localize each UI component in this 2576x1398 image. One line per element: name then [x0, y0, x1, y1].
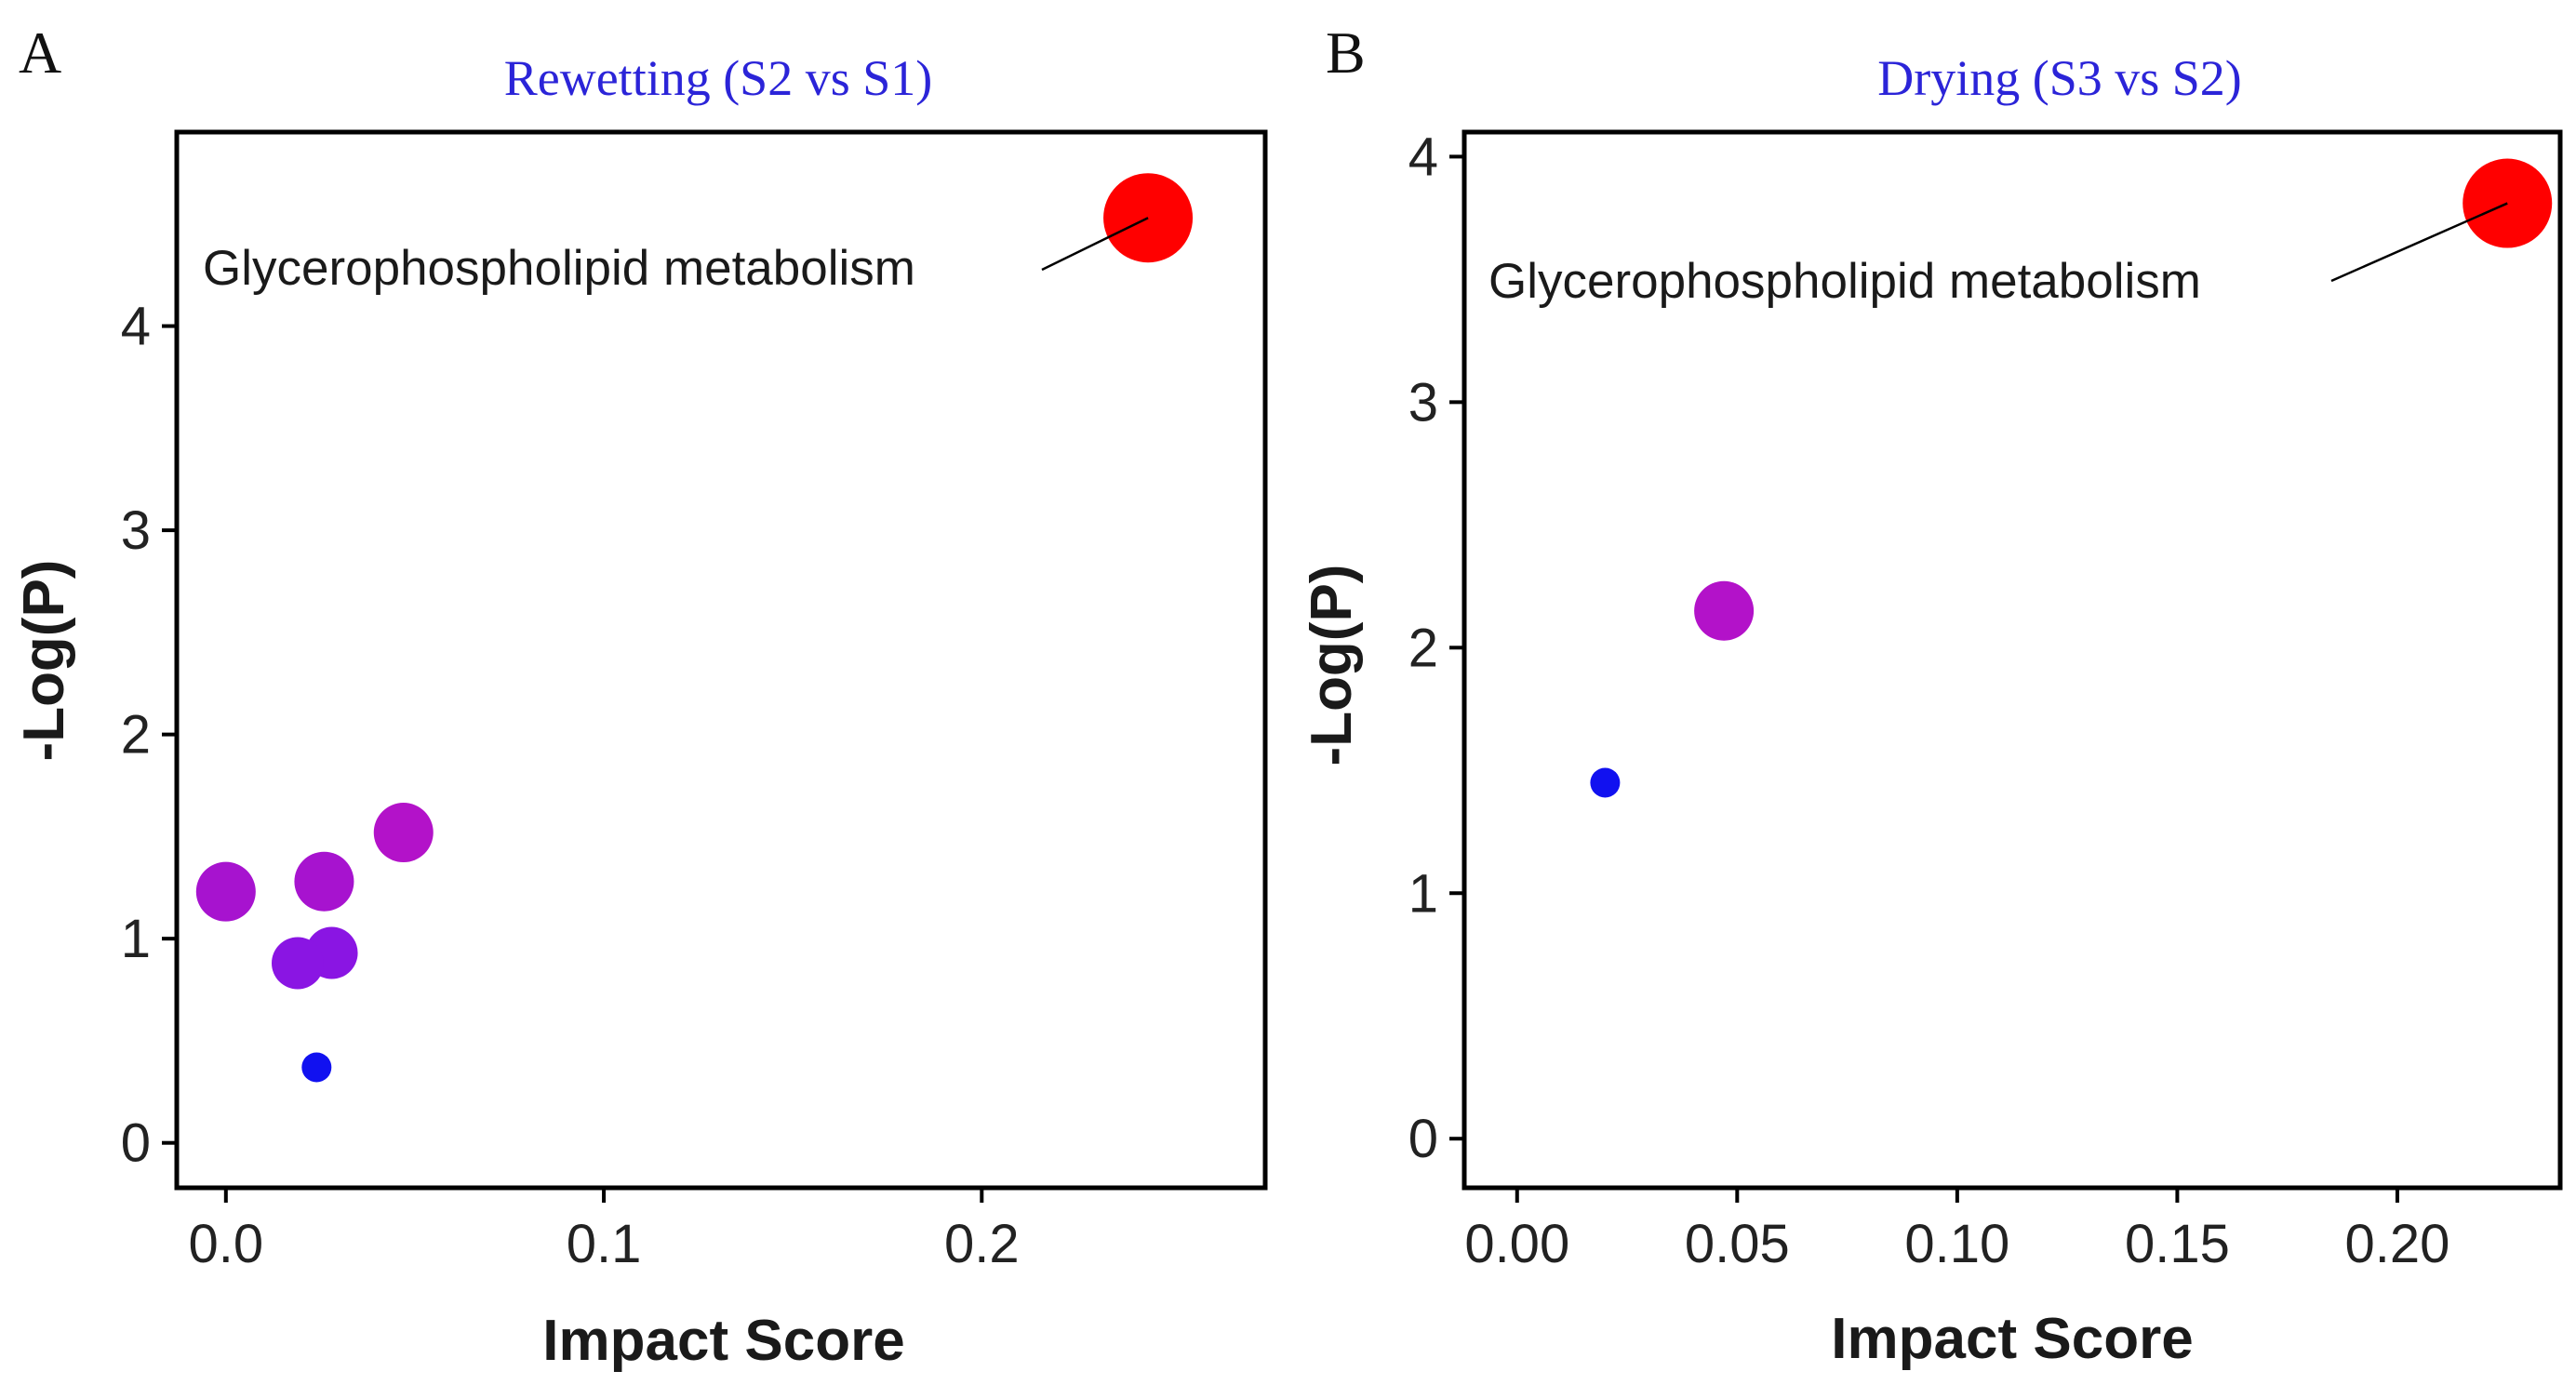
x-tick-label: 0.0 [188, 1214, 263, 1274]
panel-a-title: Rewetting (S2 vs S1) [504, 50, 933, 106]
panel-a-letter: A [19, 20, 61, 86]
panel-b-ticks [1449, 154, 2399, 1203]
panel-a-y-axis-title: -Log(P) [12, 560, 76, 762]
data-point [1103, 173, 1194, 263]
x-tick-label: 0.20 [2345, 1214, 2450, 1274]
y-tick-label: 2 [1408, 618, 1438, 678]
data-point [1590, 767, 1621, 798]
y-tick-label: 4 [1408, 126, 1438, 187]
x-tick-label: 0.05 [1685, 1214, 1790, 1274]
x-tick-label: 0.10 [1904, 1214, 2009, 1274]
y-tick-label: 1 [121, 909, 151, 969]
panel-b-tick-labels: 0.00 0.05 0.10 0.15 0.20 0 1 2 3 4 [1408, 126, 2450, 1274]
panel-a-ticks [162, 324, 984, 1203]
y-tick-label: 3 [121, 500, 151, 561]
data-point [1694, 580, 1755, 641]
panel-b-title: Drying (S3 vs S2) [1877, 50, 2242, 106]
panel-a-annotation: Glycerophospholipid metabolism [203, 241, 915, 296]
data-point [272, 937, 324, 990]
panel-a: A Rewetting (S2 vs S1) 0.0 0.1 0.2 0 1 2 3 4 Gl… [12, 20, 1268, 1373]
data-point [373, 803, 434, 863]
panel-b-letter: B [1326, 20, 1366, 86]
data-point [301, 1052, 332, 1083]
x-tick-label: 0.1 [567, 1214, 642, 1274]
panel-a-plot-frame [174, 129, 1268, 1191]
y-tick-label: 2 [121, 705, 151, 766]
panel-a-x-axis-title: Impact Score [542, 1309, 904, 1373]
panel-b-annotation: Glycerophospholipid metabolism [1488, 254, 2201, 309]
panel-b-x-axis-title: Impact Score [1831, 1307, 2193, 1371]
panel-b: B Drying (S3 vs S2) 0.00 0.05 0.10 0.15 0.20… [1300, 20, 2563, 1371]
data-point [294, 851, 354, 912]
data-point [195, 861, 256, 922]
y-tick-label: 0 [1408, 1109, 1438, 1169]
panel-b-plot-frame [1462, 129, 2563, 1191]
panel-a-points [195, 173, 1194, 1083]
x-tick-label: 0.00 [1464, 1214, 1569, 1274]
y-tick-label: 4 [121, 297, 151, 357]
panel-b-y-axis-title: -Log(P) [1300, 565, 1364, 766]
y-tick-label: 0 [121, 1113, 151, 1174]
panel-a-annotation-leader [1041, 217, 1149, 272]
y-tick-label: 1 [1408, 863, 1438, 924]
panel-b-annotation-leader [2330, 202, 2508, 283]
panel-a-tick-labels: 0.0 0.1 0.2 0 1 2 3 4 [121, 297, 1020, 1274]
x-tick-label: 0.2 [944, 1214, 1020, 1274]
y-tick-label: 3 [1408, 372, 1438, 433]
x-tick-label: 0.15 [2125, 1214, 2230, 1274]
